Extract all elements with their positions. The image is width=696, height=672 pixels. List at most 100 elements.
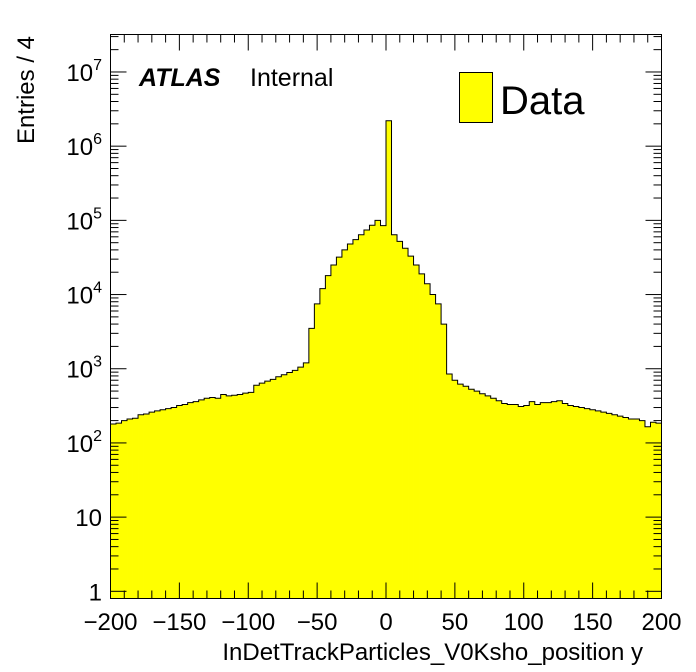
histogram-bar bbox=[413, 265, 420, 599]
histogram-bar bbox=[259, 383, 266, 599]
y-tick-label: 106 bbox=[66, 131, 102, 161]
histogram-bar bbox=[121, 420, 128, 599]
histogram-bar bbox=[314, 303, 321, 599]
histogram-bar bbox=[242, 393, 249, 599]
y-tick-label: 102 bbox=[66, 428, 102, 458]
histogram-bar bbox=[573, 406, 580, 599]
x-tick-label: 100 bbox=[504, 609, 544, 636]
histogram-bar bbox=[325, 275, 332, 599]
histogram-bar bbox=[435, 303, 442, 599]
histogram-bar bbox=[193, 401, 200, 599]
histogram-bar bbox=[308, 328, 315, 599]
histogram-bar bbox=[237, 394, 244, 599]
y-tick-label: 105 bbox=[66, 205, 102, 235]
histogram-bar bbox=[132, 418, 139, 599]
histogram-bar bbox=[391, 234, 398, 599]
histogram-bar bbox=[171, 407, 178, 599]
histogram-bar bbox=[303, 362, 310, 599]
histogram-bars bbox=[110, 120, 662, 599]
histogram-bar bbox=[176, 405, 183, 599]
histogram-bar bbox=[352, 239, 359, 599]
histogram-bar bbox=[226, 395, 233, 599]
histogram-bar bbox=[490, 398, 497, 599]
histogram-bar bbox=[292, 370, 299, 599]
histogram-bar bbox=[253, 385, 260, 599]
histogram-bar bbox=[551, 401, 558, 599]
histogram-bar bbox=[397, 241, 403, 599]
histogram-bar bbox=[463, 386, 470, 599]
histogram-bar bbox=[231, 395, 238, 599]
histogram-bar bbox=[408, 256, 414, 599]
histogram-bar bbox=[655, 423, 662, 599]
histogram-bar bbox=[386, 120, 392, 599]
histogram-bar bbox=[154, 410, 161, 599]
histogram-bar bbox=[220, 394, 227, 599]
x-tick-label: 150 bbox=[573, 609, 613, 636]
histogram-bar bbox=[479, 393, 486, 599]
histogram-bar bbox=[452, 380, 459, 599]
histogram-bar bbox=[347, 244, 354, 599]
histogram-bar bbox=[138, 414, 144, 599]
histogram-bar bbox=[468, 389, 475, 599]
histogram-bar bbox=[534, 404, 541, 599]
histogram-bar bbox=[319, 288, 326, 599]
histogram-bar bbox=[644, 426, 651, 599]
histogram-bar bbox=[160, 409, 166, 599]
histogram-bar bbox=[523, 405, 530, 599]
x-tick-label: 0 bbox=[379, 609, 392, 636]
histogram-bar bbox=[562, 403, 569, 599]
histogram-bar bbox=[341, 249, 348, 599]
histogram-bar bbox=[639, 420, 646, 599]
histogram-bar bbox=[165, 408, 172, 599]
legend-swatch bbox=[459, 72, 493, 123]
histogram-bar bbox=[358, 234, 365, 599]
histogram-bar bbox=[567, 405, 574, 599]
histogram-bar bbox=[419, 273, 425, 599]
histogram-bar bbox=[578, 407, 585, 599]
histogram-bar bbox=[336, 257, 343, 599]
histogram-bar bbox=[330, 265, 337, 599]
x-axis-tick-labels: −200 −150 −100 −50 0 50 100 150 200 bbox=[83, 609, 681, 636]
y-tick-label: 103 bbox=[66, 354, 102, 384]
x-axis-label: InDetTrackParticles_V0Ksho_position y bbox=[222, 639, 643, 666]
histogram-bar bbox=[628, 419, 635, 599]
histogram-bar bbox=[633, 419, 640, 599]
x-tick-label: −200 bbox=[83, 609, 137, 636]
histogram-bar bbox=[369, 225, 376, 599]
histogram-bar bbox=[650, 422, 657, 599]
histogram-outline bbox=[110, 120, 662, 428]
histogram-bar bbox=[611, 414, 618, 599]
histogram-bar bbox=[143, 414, 150, 599]
histogram-bar bbox=[474, 391, 481, 599]
histogram-bar bbox=[496, 400, 503, 599]
x-tick-label: −100 bbox=[221, 609, 275, 636]
histogram-bar bbox=[127, 419, 133, 599]
histogram-bar bbox=[182, 404, 189, 599]
histogram-bar bbox=[430, 294, 436, 599]
histogram-bar bbox=[441, 324, 448, 599]
histogram-bar bbox=[595, 410, 602, 599]
histogram-bar bbox=[264, 381, 271, 599]
histogram-bar bbox=[457, 384, 464, 599]
x-tick-label: 50 bbox=[442, 609, 469, 636]
y-tick-label: 104 bbox=[66, 280, 102, 310]
histogram-bar bbox=[363, 230, 370, 599]
y-axis-tick-labels: 1 10 102 103 104 105 106 107 bbox=[66, 57, 102, 606]
histogram-bar bbox=[374, 220, 381, 599]
histogram-bar bbox=[424, 283, 431, 599]
histogram-bar bbox=[529, 401, 536, 599]
histogram-bar bbox=[270, 379, 277, 599]
internal-label: Internal bbox=[250, 64, 333, 92]
histogram-bar bbox=[556, 400, 563, 599]
histogram-bar bbox=[204, 398, 211, 599]
y-axis-ticks bbox=[110, 36, 662, 592]
histogram-bar bbox=[600, 412, 607, 599]
histogram-bar bbox=[622, 417, 629, 599]
histogram-bar bbox=[248, 392, 255, 599]
histogram-bar bbox=[485, 395, 492, 599]
histogram-bar bbox=[512, 404, 519, 599]
histogram-bar bbox=[198, 399, 205, 599]
histogram-bar bbox=[149, 412, 155, 599]
histogram-bar bbox=[187, 402, 194, 599]
